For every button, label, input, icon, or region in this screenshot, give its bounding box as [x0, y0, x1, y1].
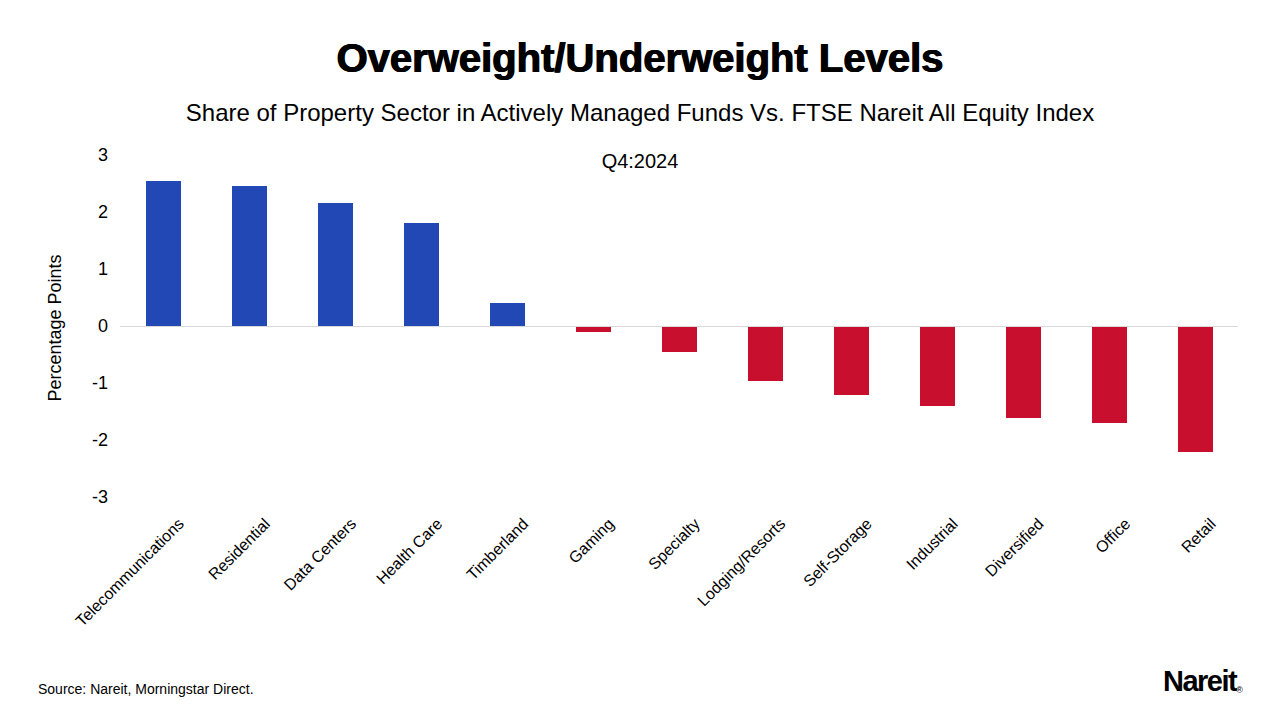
bar-residential — [232, 186, 267, 326]
x-tick-label-self-storage: Self-Storage — [800, 515, 876, 591]
y-tick-label--1: -1 — [46, 373, 108, 393]
bar-gaming — [576, 327, 611, 333]
bar-health-care — [404, 223, 439, 326]
y-tick-label-3: 3 — [46, 145, 108, 165]
x-tick-label-telecommunications: Telecommunications — [73, 515, 188, 630]
nareit-logo-text: Nareit — [1163, 665, 1236, 697]
bar-industrial — [920, 327, 955, 407]
period-label: Q4:2024 — [0, 150, 1280, 173]
x-tick-label-office: Office — [1092, 515, 1134, 557]
bar-self-storage — [834, 327, 869, 395]
registered-trademark-icon: ® — [1236, 685, 1243, 695]
x-tick-label-diversified: Diversified — [982, 515, 1048, 581]
bar-diversified — [1006, 327, 1041, 418]
y-tick-label-2: 2 — [46, 202, 108, 222]
x-tick-label-industrial: Industrial — [903, 515, 962, 574]
bar-office — [1092, 327, 1127, 424]
x-tick-label-residential: Residential — [205, 515, 274, 584]
y-tick-label--2: -2 — [46, 430, 108, 450]
nareit-logo: Nareit® — [1163, 665, 1243, 698]
source-note: Source: Nareit, Morningstar Direct. — [38, 681, 254, 697]
y-tick-label-1: 1 — [46, 259, 108, 279]
bar-timberland — [490, 303, 525, 326]
bar-telecommunications — [146, 181, 181, 326]
x-tick-label-data-centers: Data Centers — [280, 515, 359, 594]
chart-subtitle: Share of Property Sector in Actively Man… — [0, 99, 1280, 127]
bar-data-centers — [318, 203, 353, 326]
y-tick-label--3: -3 — [46, 487, 108, 507]
x-tick-label-timberland: Timberland — [463, 515, 532, 584]
bar-lodging-resorts — [748, 327, 783, 381]
chart-title: Overweight/Underweight Levels — [0, 36, 1280, 81]
x-tick-label-specialty: Specialty — [645, 515, 704, 574]
x-tick-label-lodging-resorts: Lodging/Resorts — [695, 515, 790, 610]
y-tick-label-0: 0 — [46, 316, 108, 336]
x-tick-label-gaming: Gaming — [565, 515, 617, 567]
x-tick-label-health-care: Health Care — [373, 515, 446, 588]
chart-canvas: Overweight/Underweight Levels Share of P… — [0, 0, 1280, 720]
bar-specialty — [662, 327, 697, 353]
bar-retail — [1178, 327, 1213, 452]
x-tick-label-retail: Retail — [1178, 515, 1220, 557]
